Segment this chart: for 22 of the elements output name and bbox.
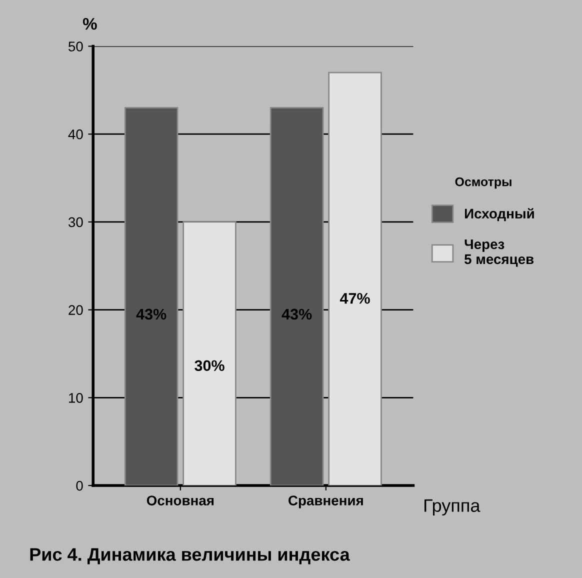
legend-label: Через 5 месяцев bbox=[464, 239, 534, 267]
data-label: 30% bbox=[194, 360, 224, 372]
y-tick-label: 10 bbox=[69, 393, 83, 403]
data-label: 43% bbox=[282, 308, 312, 320]
bar bbox=[328, 72, 382, 486]
x-axis-title: Группа bbox=[424, 499, 480, 516]
y-tick-label: 30 bbox=[68, 217, 83, 228]
bar bbox=[270, 107, 324, 486]
data-label: 47% bbox=[340, 293, 370, 304]
text: Рис 4. Динамика величины индекса bbox=[30, 548, 350, 564]
x-tick-label: Сравнения bbox=[288, 496, 363, 508]
x-tick-label: Основная bbox=[146, 496, 214, 506]
y-tick-label: 40 bbox=[68, 129, 83, 140]
y-tick-label: 50 bbox=[68, 42, 83, 52]
data-label: 43% bbox=[136, 308, 166, 320]
y-axis-title: % bbox=[82, 18, 97, 30]
bar bbox=[124, 107, 178, 486]
legend-title: Осмотры bbox=[455, 177, 512, 189]
y-tick-label: 0 bbox=[76, 480, 83, 491]
y-tick-label: 20 bbox=[68, 305, 83, 315]
bar bbox=[182, 221, 236, 486]
legend-label: Исходный bbox=[464, 208, 534, 222]
